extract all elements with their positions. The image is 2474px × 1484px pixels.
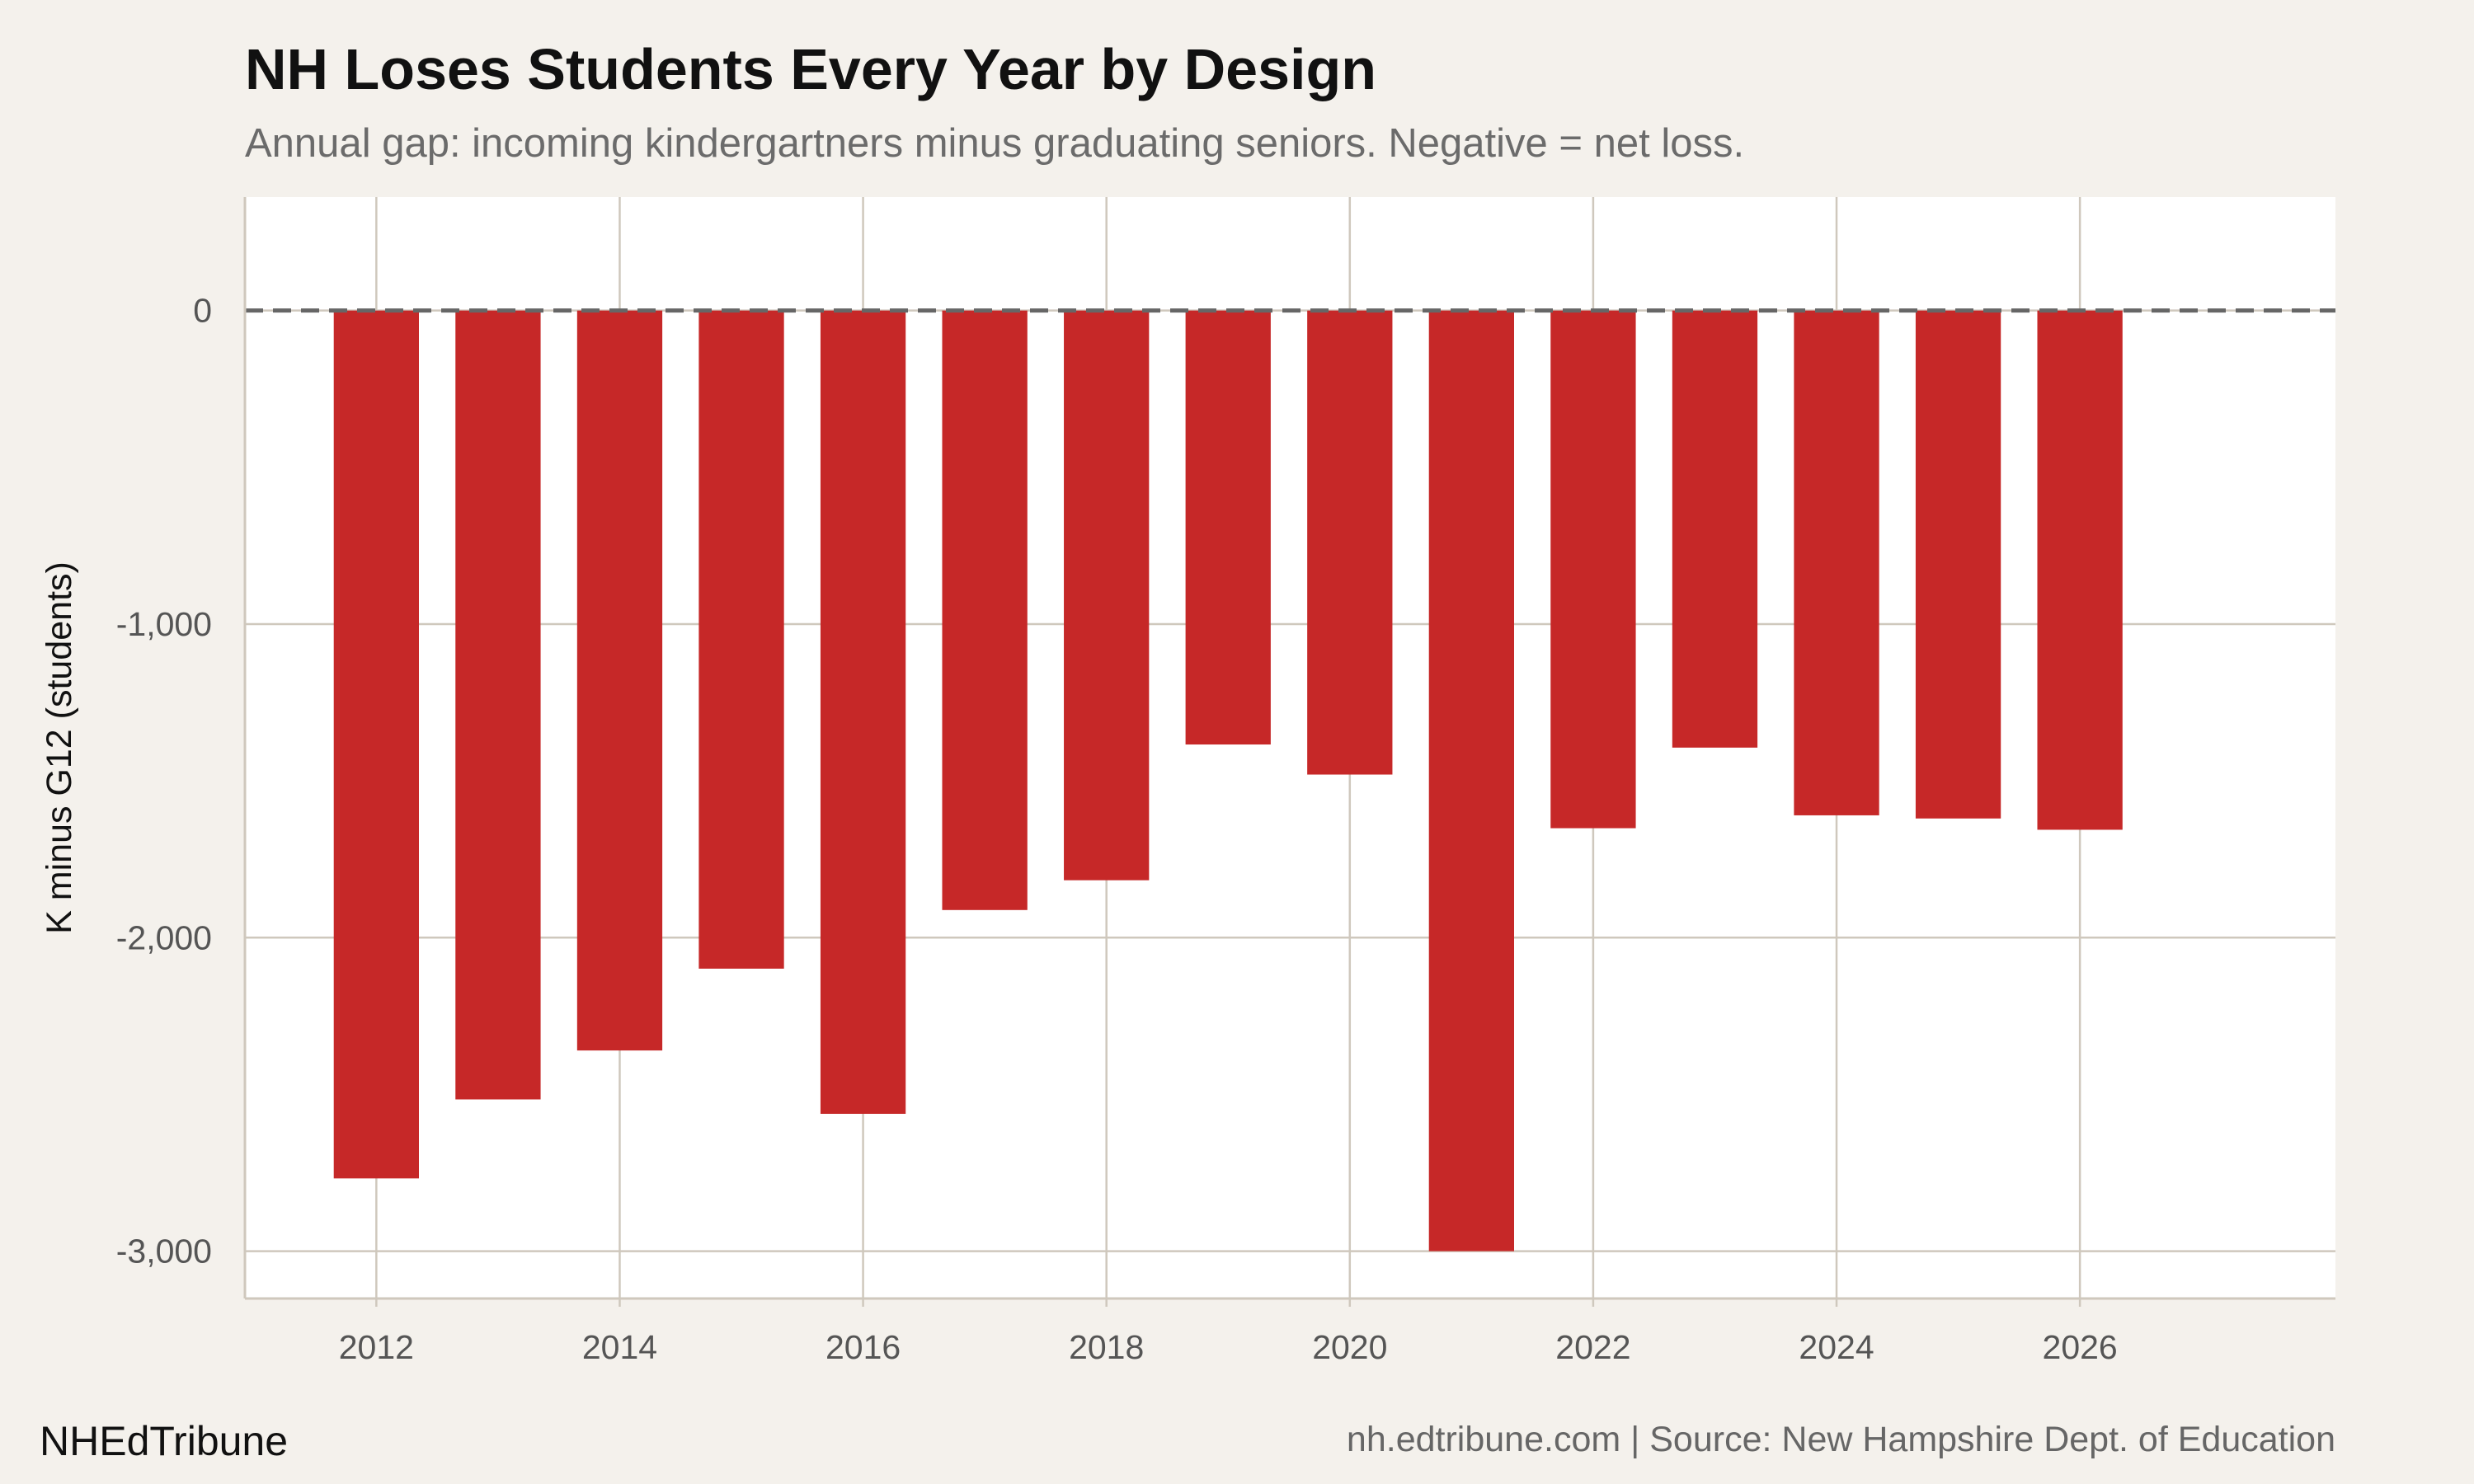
x-tick-label: 2024 (1799, 1328, 1874, 1366)
bar-2025 (1915, 310, 2001, 819)
bar-2012 (333, 310, 420, 1179)
bar-2022 (1550, 310, 1636, 829)
axes: 2012 2014 2016 2018 2020 2022 2024 2026 0 -1,000 -… (116, 197, 2335, 1366)
bar-2020 (1307, 310, 1393, 775)
x-tick-label: 2014 (582, 1328, 657, 1366)
y-tick-label: -1,000 (116, 605, 212, 643)
bar-2013 (455, 310, 541, 1100)
bar-2017 (942, 310, 1028, 910)
bar-2019 (1185, 310, 1271, 745)
y-tick-label: 0 (193, 292, 212, 330)
bar-2016 (820, 310, 906, 1115)
source-note: nh.edtribune.com | Source: New Hampshire… (1347, 1420, 2335, 1459)
x-tick-label: 2022 (1555, 1328, 1630, 1366)
y-tick-label: -2,000 (116, 918, 212, 956)
x-tick-label: 2020 (1312, 1328, 1387, 1366)
bar-2026 (2037, 310, 2123, 830)
bar-2014 (576, 310, 663, 1051)
bar-2024 (1794, 310, 1879, 815)
x-tick-label: 2018 (1069, 1328, 1144, 1366)
x-tick-label: 2016 (825, 1328, 901, 1366)
y-axis-label: K minus G12 (students) (40, 561, 79, 934)
bar-2021 (1428, 310, 1515, 1252)
bar-2018 (1064, 310, 1150, 881)
x-tick-label: 2012 (339, 1328, 414, 1366)
brand-name: NHEdTribune (40, 1418, 288, 1464)
chart-subtitle: Annual gap: incoming kindergartners minu… (245, 121, 1744, 166)
bar-2015 (698, 310, 784, 969)
bar-2023 (1672, 310, 1758, 748)
bars (333, 310, 2123, 1252)
x-tick-label: 2026 (2043, 1328, 2118, 1366)
y-tick-label: -3,000 (116, 1233, 212, 1270)
chart-title: NH Loses Students Every Year by Design (245, 37, 1376, 101)
plot-panel (245, 197, 2335, 1298)
